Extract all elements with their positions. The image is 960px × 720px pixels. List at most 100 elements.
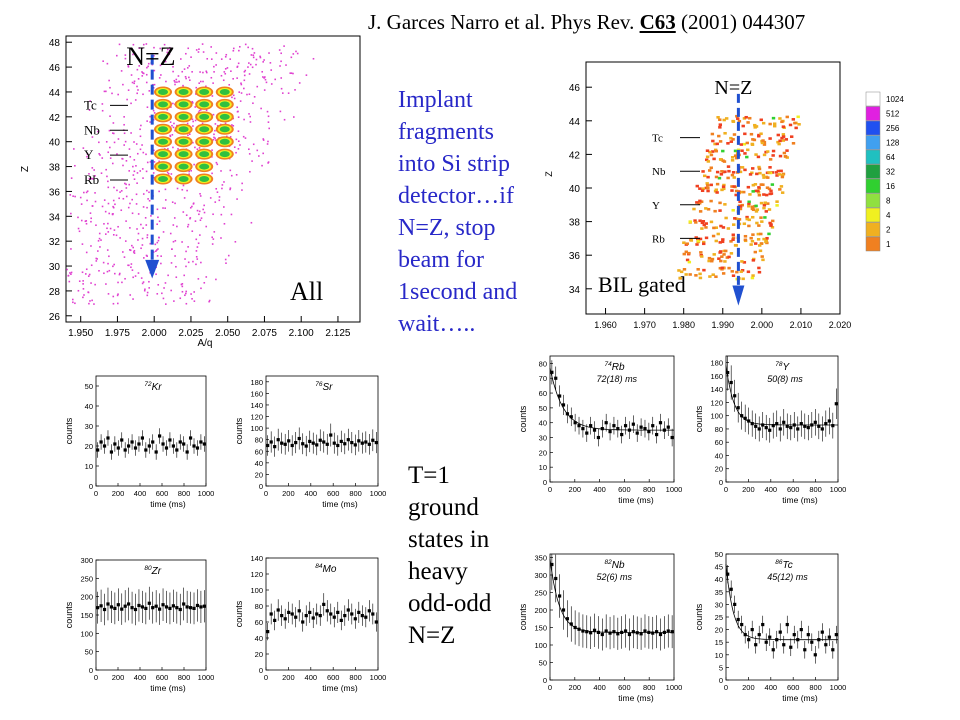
data-point <box>280 441 284 445</box>
citation-rest: (2001) 044307 <box>681 10 806 34</box>
scatter-point <box>124 277 126 280</box>
x-axis-label: time (ms) <box>322 499 358 509</box>
data-point <box>623 424 628 428</box>
gated-event <box>748 173 753 176</box>
gated-event <box>720 240 725 244</box>
scatter-point <box>186 122 189 125</box>
y-tick-label: 32 <box>49 237 61 248</box>
gated-event <box>778 154 783 158</box>
scatter-point <box>107 202 110 205</box>
gated-event <box>723 203 727 206</box>
scatter-point <box>170 173 173 175</box>
scatter-point <box>173 79 176 82</box>
gated-event <box>712 253 716 256</box>
scatter-point <box>109 157 112 159</box>
scatter-point <box>194 119 197 122</box>
gated-event <box>718 158 723 161</box>
scatter-point <box>98 232 101 235</box>
scatter-point <box>94 174 96 177</box>
x-tick-label: 200 <box>112 489 125 498</box>
gated-event <box>747 202 751 206</box>
y-tick-label: 180 <box>250 378 263 387</box>
y-tick-label: 140 <box>250 554 263 563</box>
scatter-point <box>211 236 213 239</box>
scatter-point <box>153 54 155 57</box>
y-tick-label: 42 <box>49 113 61 124</box>
gated-event <box>706 175 710 179</box>
gated-event <box>755 208 760 211</box>
data-point <box>161 442 165 446</box>
x-tick-label: 0 <box>94 489 98 498</box>
scatter-point <box>236 65 239 68</box>
y-tick-label: 20 <box>715 626 723 635</box>
x-axis-label: time (ms) <box>782 693 818 703</box>
gated-event <box>747 204 751 208</box>
gated-event <box>796 115 800 119</box>
gated-event <box>753 250 757 254</box>
scale-swatch <box>865 149 881 165</box>
scatter-point <box>133 170 136 173</box>
scatter-point <box>101 109 104 112</box>
scatter-point <box>146 189 148 192</box>
gated-event <box>781 139 786 142</box>
scatter-point <box>230 213 233 216</box>
data-point <box>287 610 291 614</box>
data-point <box>799 422 803 426</box>
scatter-point <box>94 192 96 194</box>
gated-event <box>759 216 763 219</box>
scatter-point <box>240 92 243 94</box>
gated-event <box>741 277 745 281</box>
data-point <box>308 610 312 614</box>
scatter-point <box>279 65 281 67</box>
scatter-point <box>212 113 215 116</box>
scatter-point <box>139 148 142 151</box>
data-point <box>297 609 301 613</box>
scatter-point <box>125 160 128 162</box>
scatter-point <box>122 164 124 167</box>
y-tick-label: 0 <box>89 482 93 491</box>
gated-event <box>714 239 718 243</box>
data-point <box>96 606 100 610</box>
plot-frame <box>265 375 379 487</box>
scatter-point <box>82 280 84 282</box>
gated-event <box>735 270 739 274</box>
scatter-point <box>243 118 245 121</box>
gated-event <box>699 251 703 254</box>
data-point <box>743 416 747 420</box>
gated-event <box>759 132 763 136</box>
gated-event <box>713 209 717 213</box>
data-point <box>332 615 336 619</box>
scatter-point <box>280 52 282 55</box>
scatter-point <box>210 46 212 48</box>
y-tick-label: 0 <box>719 478 723 487</box>
scatter-point <box>185 214 188 217</box>
data-point <box>273 445 277 449</box>
gated-event <box>698 276 703 280</box>
gated-event <box>702 240 706 244</box>
gated-event <box>721 149 725 153</box>
scatter-point <box>262 61 264 63</box>
scatter-point <box>199 80 202 83</box>
scatter-point <box>91 136 94 138</box>
gated-event <box>715 170 720 174</box>
scatter-point <box>238 91 241 93</box>
scatter-point <box>120 209 123 212</box>
scatter-point <box>193 291 195 293</box>
gated-event <box>778 188 782 191</box>
scatter-point <box>103 223 105 225</box>
t1-line: ground <box>408 494 479 521</box>
data-point <box>120 438 124 442</box>
scatter-point <box>214 123 217 125</box>
gated-event <box>705 184 710 187</box>
scatter-point <box>199 219 202 222</box>
scatter-point <box>249 170 251 173</box>
scatter-point <box>107 186 110 189</box>
gated-event <box>762 153 767 157</box>
scatter-point <box>208 299 211 302</box>
y-tick-label: 160 <box>710 372 723 381</box>
data-point <box>803 424 807 428</box>
x-tick-label: 1000 <box>198 489 215 498</box>
y-tick-label: 34 <box>569 285 581 296</box>
blob-inner <box>199 163 210 170</box>
